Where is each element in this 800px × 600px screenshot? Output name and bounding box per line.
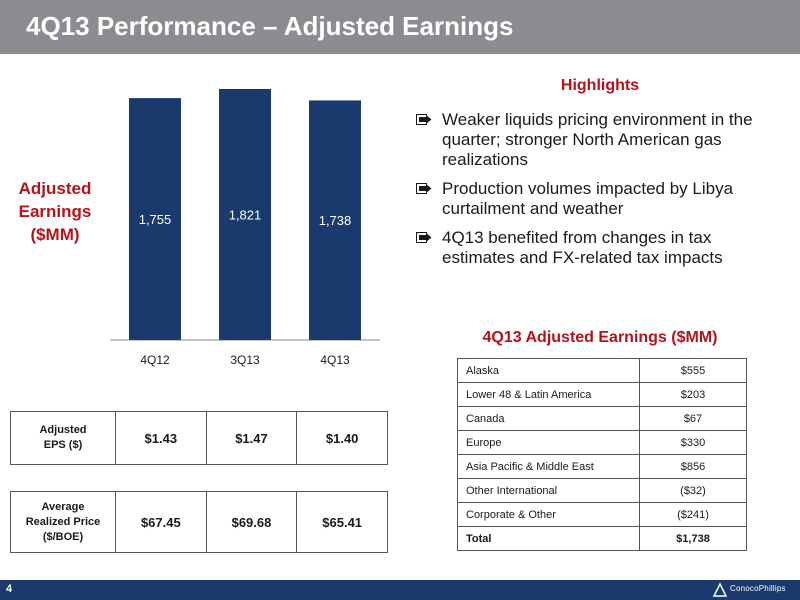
price-value: $69.68 — [205, 491, 298, 553]
slide-title: 4Q13 Performance – Adjusted Earnings — [26, 11, 514, 41]
segment-table-title: 4Q13 Adjusted Earnings ($MM) — [482, 329, 718, 346]
table-row: Asia Pacific & Middle East $856 — [457, 454, 747, 479]
x-tick-label: 4Q12 — [140, 353, 170, 367]
segment-value: $856 — [639, 454, 747, 479]
eps-label-line1: Adjusted — [39, 424, 87, 436]
price-label: Average Realized Price ($/BOE) — [10, 491, 116, 553]
segment-earnings-table: Alaska $555 Lower 48 & Latin America $203 … — [457, 358, 747, 551]
eps-value: $1.43 — [115, 411, 207, 465]
arrow-bullet-icon — [416, 183, 432, 194]
segment-name: Europe — [457, 430, 640, 455]
segment-name: Asia Pacific & Middle East — [457, 454, 640, 479]
segment-value: $67 — [639, 406, 747, 431]
chart-y-label-line2: Earnings — [18, 202, 92, 221]
chart-y-label-line1: Adjusted — [18, 179, 92, 198]
table-total-row: Total $1,738 — [457, 526, 747, 551]
highlight-text: 4Q13 benefited from changes in tax estim… — [442, 228, 723, 267]
price-value: $65.41 — [296, 491, 388, 553]
segment-name: Corporate & Other — [457, 502, 640, 527]
segment-name: Lower 48 & Latin America — [457, 382, 640, 407]
table-row: Average Realized Price ($/BOE) $67.45 $6… — [10, 491, 388, 553]
x-tick-label: 4Q13 — [320, 353, 350, 367]
chart-y-label: Adjusted Earnings ($MM) — [6, 177, 104, 246]
segment-value: $330 — [639, 430, 747, 455]
segment-name: Alaska — [457, 358, 640, 383]
segment-value: $203 — [639, 382, 747, 407]
bar-value-label: 1,821 — [229, 207, 262, 222]
table-row: Adjusted EPS ($) $1.43 $1.47 $1.40 — [10, 411, 388, 465]
highlight-item: Weaker liquids pricing environment in th… — [416, 110, 776, 170]
bar-4q12 — [129, 98, 181, 340]
price-label-line1: Average — [41, 500, 85, 513]
page-number: 4 — [6, 583, 13, 595]
highlights-list: Weaker liquids pricing environment in th… — [416, 110, 776, 277]
x-tick-label: 3Q13 — [230, 353, 260, 367]
bar-4q13 — [309, 100, 361, 340]
segment-value: ($32) — [639, 478, 747, 503]
bar-3q13 — [219, 88, 271, 340]
bar-value-label: 1,755 — [139, 212, 172, 227]
table-row: Lower 48 & Latin America $203 — [457, 382, 747, 407]
eps-label-line2: EPS ($) — [43, 439, 83, 451]
logo-text: ConocoPhillips — [730, 584, 786, 593]
highlights-title: Highlights — [560, 77, 640, 94]
segment-name: Canada — [457, 406, 640, 431]
segment-value: $555 — [639, 358, 747, 383]
table-row: Canada $67 — [457, 406, 747, 431]
segment-name: Other International — [457, 478, 640, 503]
price-label-line2: Realized Price — [25, 515, 101, 528]
logo-mark-icon — [712, 582, 728, 597]
adjusted-earnings-bar-chart: 1,755 4Q12 1,821 3Q13 1,738 4Q13 — [110, 88, 380, 367]
segment-value: ($241) — [639, 502, 747, 527]
table-row: Europe $330 — [457, 430, 747, 455]
footer-bar: 4 ConocoPhillips — [0, 580, 800, 600]
table-row: Corporate & Other ($241) — [457, 502, 747, 527]
table-row: Alaska $555 — [457, 358, 747, 383]
chart-y-label-line3: ($MM) — [30, 225, 80, 244]
segment-name: Total — [457, 526, 640, 551]
realized-price-table: Average Realized Price ($/BOE) $67.45 $6… — [10, 491, 388, 553]
price-label-line3: ($/BOE) — [42, 530, 84, 543]
highlight-item: 4Q13 benefited from changes in tax estim… — [416, 228, 776, 268]
highlight-text: Weaker liquids pricing environment in th… — [442, 110, 753, 169]
table-row: Other International ($32) — [457, 478, 747, 503]
highlight-item: Production volumes impacted by Libya cur… — [416, 179, 776, 219]
segment-value: $1,738 — [639, 526, 747, 551]
title-bar: 4Q13 Performance – Adjusted Earnings — [0, 0, 800, 54]
eps-value: $1.47 — [205, 411, 298, 465]
bar-value-label: 1,738 — [319, 213, 352, 228]
arrow-bullet-icon — [416, 232, 432, 243]
conocophillips-logo: ConocoPhillips — [712, 582, 796, 598]
eps-value: $1.40 — [296, 411, 388, 465]
eps-table: Adjusted EPS ($) $1.43 $1.47 $1.40 — [10, 411, 388, 465]
highlight-text: Production volumes impacted by Libya cur… — [442, 179, 734, 218]
price-value: $67.45 — [115, 491, 207, 553]
eps-label: Adjusted EPS ($) — [10, 411, 116, 465]
arrow-bullet-icon — [416, 114, 432, 125]
